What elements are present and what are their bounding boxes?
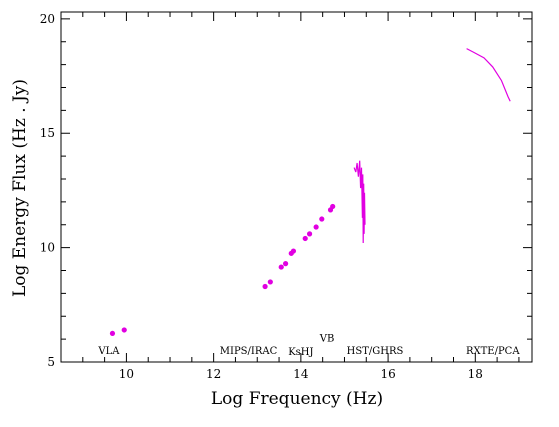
data-marks: [109, 48, 511, 337]
data-point: [267, 279, 273, 285]
data-point: [313, 224, 319, 230]
tick-labels: 10 12 14 16 18 5 10 15 20: [40, 12, 483, 381]
data-point: [262, 283, 268, 290]
data-point: [302, 235, 308, 242]
y-tick-label: 5: [47, 355, 55, 369]
x-tick-label: 18: [468, 367, 483, 381]
spectrum-line-1: [353, 160, 366, 244]
x-tick-label: 16: [380, 367, 395, 381]
instrument-label: VB: [319, 333, 335, 344]
data-point: [306, 231, 313, 237]
axis-ticks: [60, 12, 532, 363]
y-axis-title: Log Energy Flux (Hz . Jy): [10, 79, 30, 297]
instrument-label: RXTE/PCA: [466, 346, 520, 357]
x-axis-title: Log Frequency (Hz): [211, 389, 383, 409]
y-tick-label: 20: [40, 12, 55, 26]
instrument-label: MIPS/IRAC: [220, 346, 278, 357]
instrument-label: KsHJ: [288, 347, 313, 358]
data-point: [282, 261, 289, 267]
plot-axes: [60, 11, 533, 363]
x-tick-label: 12: [206, 367, 221, 381]
instrument-label: HST/GHRS: [347, 346, 404, 357]
data-point: [319, 216, 325, 222]
instrument-annotations: VLA MIPS/IRAC KsHJ VB HST/GHRS RXTE/PCA: [97, 333, 520, 358]
data-point: [121, 327, 127, 333]
data-point: [290, 248, 297, 254]
instrument-label: VLA: [97, 346, 120, 357]
y-tick-label: 15: [40, 126, 55, 140]
x-tick-label: 10: [119, 367, 134, 381]
data-point: [278, 264, 284, 270]
y-tick-label: 10: [40, 241, 55, 255]
plot-frame: [60, 11, 533, 363]
x-tick-label: 14: [293, 367, 309, 381]
spectrum-line-2: [466, 48, 511, 102]
data-point: [330, 203, 336, 210]
data-point: [109, 330, 116, 337]
